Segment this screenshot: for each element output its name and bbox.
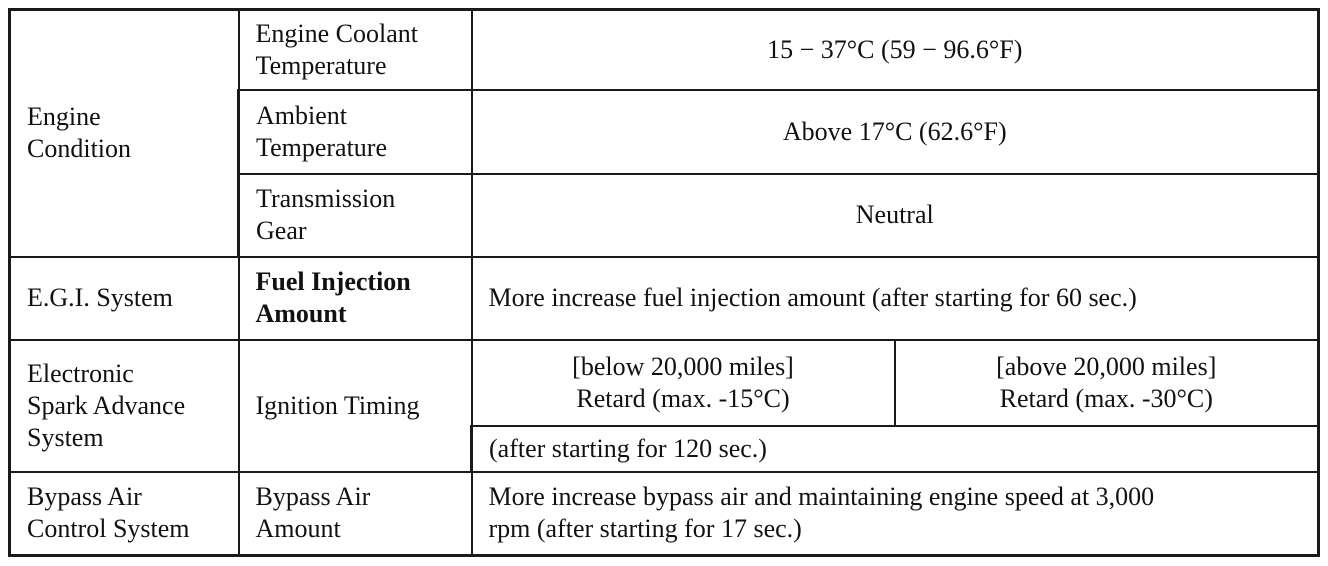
ignition-timing-above-value: [above 20,000 miles] Retard (max. -30°C) xyxy=(893,338,1320,427)
fuel-injection-amount-label: Fuel Injection Amount xyxy=(237,255,473,341)
table-row: E.G.I. System Fuel Injection Amount More… xyxy=(8,255,1320,341)
ambient-temperature-value: Above 17°C (62.6°F) xyxy=(470,88,1320,175)
spark-advance-system-label: Electronic Spark Advance System xyxy=(8,338,240,473)
fuel-injection-amount-value: More increase fuel injection amount (aft… xyxy=(470,255,1320,341)
table-row: Engine Condition Engine Coolant Temperat… xyxy=(8,8,1320,258)
coolant-temperature-value: 15 − 37°C (59 − 96.6°F) xyxy=(470,8,1320,91)
bypass-air-amount-value: More increase bypass air and maintaining… xyxy=(470,470,1320,557)
table-row: Transmission Gear Neutral xyxy=(10,172,1320,258)
coolant-temperature-label: Engine Coolant Temperature xyxy=(237,8,473,91)
ignition-timing-below-value: [below 20,000 miles] Retard (max. -15°C) xyxy=(470,338,896,427)
transmission-gear-label: Transmission Gear xyxy=(237,172,473,258)
engine-condition-label: Engine Condition xyxy=(8,8,240,258)
table-row: Electronic Spark Advance System Ignition… xyxy=(8,338,1320,473)
egi-system-label: E.G.I. System xyxy=(8,255,240,341)
ignition-timing-label: Ignition Timing xyxy=(237,338,473,473)
bypass-air-amount-label: Bypass Air Amount xyxy=(237,470,473,557)
bypass-air-control-label: Bypass Air Control System xyxy=(8,470,240,557)
ambient-temperature-label: Ambient Temperature xyxy=(237,88,473,175)
table-row: (after starting for 120 sec.) xyxy=(10,424,1320,473)
engine-conditions-table: Engine Condition Engine Coolant Temperat… xyxy=(8,8,1320,557)
table-row: Bypass Air Control System Bypass Air Amo… xyxy=(8,470,1320,557)
table-row: Ambient Temperature Above 17°C (62.6°F) xyxy=(10,88,1320,175)
ignition-timing-after-value: (after starting for 120 sec.) xyxy=(470,424,1320,473)
transmission-gear-value: Neutral xyxy=(470,172,1320,258)
